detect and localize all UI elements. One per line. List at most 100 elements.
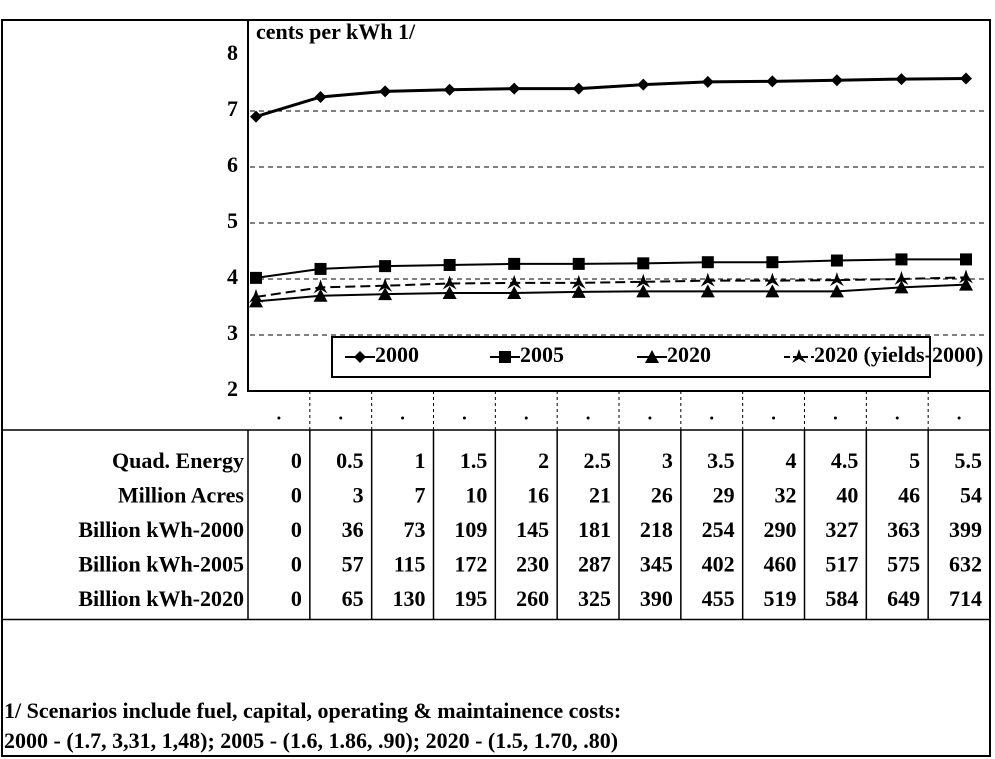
row-label: Quad. Energy bbox=[112, 448, 244, 473]
y-tick-label: 3 bbox=[227, 320, 238, 345]
legend bbox=[331, 336, 931, 378]
marker bbox=[250, 110, 262, 123]
row-label: Billion kWh-2005 bbox=[78, 552, 244, 577]
line bbox=[255, 283, 967, 303]
table-cell: 230 bbox=[516, 552, 549, 577]
table-cell: 145 bbox=[516, 517, 549, 542]
table-cell: 26 bbox=[651, 483, 673, 508]
y-tick-label: 7 bbox=[227, 96, 238, 121]
dot bbox=[586, 416, 590, 420]
marker bbox=[442, 286, 457, 299]
x-tick-label: 4.5 bbox=[831, 448, 859, 473]
y-tick-label: 6 bbox=[227, 152, 238, 177]
dot bbox=[895, 416, 899, 420]
marker bbox=[766, 75, 779, 88]
x-tick-label: 1 bbox=[415, 448, 426, 473]
table-cell: 46 bbox=[898, 483, 920, 508]
marker bbox=[378, 287, 393, 301]
y-tick-label: 2 bbox=[227, 376, 238, 401]
marker bbox=[314, 262, 327, 275]
table-cell: 649 bbox=[887, 586, 920, 611]
marker bbox=[960, 253, 972, 266]
dot bbox=[957, 416, 961, 420]
marker bbox=[829, 284, 844, 298]
x-tick-label: 4 bbox=[786, 448, 797, 473]
table-cell: 0 bbox=[291, 586, 302, 611]
table-cell: 21 bbox=[589, 483, 611, 508]
marker bbox=[894, 280, 909, 294]
x-tick-label: 3 bbox=[662, 448, 673, 473]
table-cell: 363 bbox=[887, 517, 920, 542]
table-cell: 0 bbox=[291, 552, 302, 577]
legend-label: 2020 (yields-2000) bbox=[814, 342, 983, 367]
marker bbox=[507, 286, 522, 299]
marker bbox=[637, 78, 650, 91]
marker bbox=[313, 279, 328, 294]
table-cell: 36 bbox=[342, 517, 364, 542]
marker bbox=[314, 91, 327, 103]
marker bbox=[960, 72, 972, 85]
y-tick-label: 4 bbox=[227, 264, 238, 289]
marker bbox=[829, 272, 844, 287]
dot bbox=[339, 416, 343, 420]
marker bbox=[571, 284, 586, 298]
marker bbox=[830, 74, 843, 87]
table-cell: 0 bbox=[291, 517, 302, 542]
marker bbox=[571, 274, 586, 289]
table-cell: 260 bbox=[516, 586, 549, 611]
x-tick-label: 2.5 bbox=[584, 448, 612, 473]
footnote: 2000 - (1.7, 3,31, 1,48); 2005 - (1.6, 1… bbox=[4, 728, 618, 753]
table-cell: 3 bbox=[353, 483, 364, 508]
marker bbox=[443, 83, 456, 96]
legend-label: 2020 bbox=[667, 342, 711, 367]
table-cell: 455 bbox=[702, 586, 735, 611]
marker bbox=[895, 253, 908, 266]
dot bbox=[648, 416, 652, 420]
marker bbox=[830, 254, 843, 267]
marker bbox=[792, 349, 806, 363]
dot bbox=[401, 416, 405, 420]
marker bbox=[700, 284, 715, 298]
marker bbox=[636, 284, 651, 298]
marker bbox=[765, 284, 780, 298]
table-cell: 54 bbox=[960, 483, 982, 508]
line bbox=[255, 258, 966, 279]
table-cell: 402 bbox=[702, 552, 735, 577]
table-cell: 40 bbox=[836, 483, 858, 508]
marker bbox=[507, 274, 522, 289]
table-cell: 632 bbox=[949, 552, 982, 577]
row-label: Million Acres bbox=[118, 483, 245, 508]
marker bbox=[959, 269, 973, 284]
footnote: 1/ Scenarios include fuel, capital, oper… bbox=[4, 698, 621, 723]
y-tick-label: 5 bbox=[227, 208, 238, 233]
dot bbox=[833, 416, 837, 420]
dot bbox=[462, 416, 466, 420]
table-cell: 584 bbox=[825, 586, 858, 611]
marker bbox=[766, 256, 779, 269]
marker bbox=[442, 275, 457, 290]
table-cell: 32 bbox=[775, 483, 797, 508]
marker bbox=[508, 82, 521, 95]
marker bbox=[765, 272, 780, 287]
table-cell: 29 bbox=[713, 483, 735, 508]
marker bbox=[379, 260, 392, 273]
table-cell: 287 bbox=[578, 552, 611, 577]
dot bbox=[277, 416, 281, 420]
table-cell: 115 bbox=[394, 552, 426, 577]
table-cell: 254 bbox=[702, 517, 735, 542]
marker bbox=[636, 273, 651, 288]
frame bbox=[1, 19, 991, 757]
dot bbox=[710, 416, 714, 420]
table-cell: 399 bbox=[949, 517, 982, 542]
table-cell: 181 bbox=[578, 517, 611, 542]
marker bbox=[443, 259, 456, 271]
table-cell: 130 bbox=[393, 586, 426, 611]
marker bbox=[645, 350, 659, 363]
marker bbox=[499, 351, 511, 363]
table-cell: 172 bbox=[454, 552, 487, 577]
table-cell: 390 bbox=[640, 586, 673, 611]
table-cell: 109 bbox=[454, 517, 487, 542]
x-tick-label: 0 bbox=[291, 448, 302, 473]
table-cell: 345 bbox=[640, 552, 673, 577]
marker bbox=[249, 288, 263, 303]
